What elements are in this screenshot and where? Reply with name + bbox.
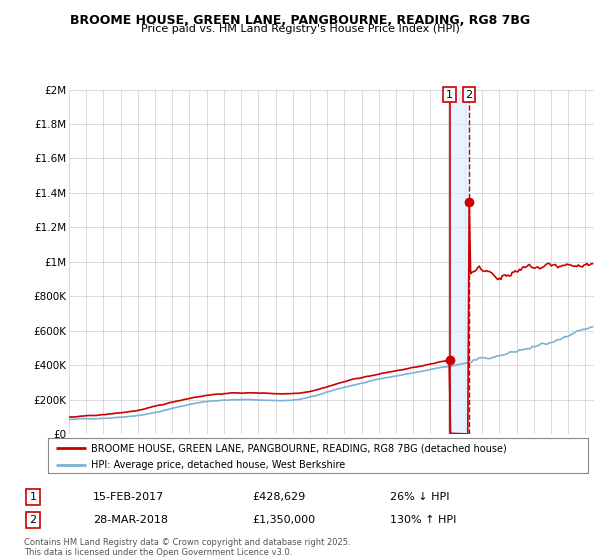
Text: HPI: Average price, detached house, West Berkshire: HPI: Average price, detached house, West…: [91, 460, 346, 469]
Text: £428,629: £428,629: [252, 492, 305, 502]
Text: Contains HM Land Registry data © Crown copyright and database right 2025.
This d: Contains HM Land Registry data © Crown c…: [24, 538, 350, 557]
Text: 2: 2: [29, 515, 37, 525]
Text: 15-FEB-2017: 15-FEB-2017: [93, 492, 164, 502]
Text: BROOME HOUSE, GREEN LANE, PANGBOURNE, READING, RG8 7BG: BROOME HOUSE, GREEN LANE, PANGBOURNE, RE…: [70, 14, 530, 27]
Text: 1: 1: [446, 90, 453, 100]
Text: 26% ↓ HPI: 26% ↓ HPI: [390, 492, 449, 502]
Text: 130% ↑ HPI: 130% ↑ HPI: [390, 515, 457, 525]
Text: 2: 2: [466, 90, 473, 100]
Bar: [450, 90, 469, 434]
Text: Price paid vs. HM Land Registry's House Price Index (HPI): Price paid vs. HM Land Registry's House …: [140, 24, 460, 34]
Text: 1: 1: [29, 492, 37, 502]
Text: BROOME HOUSE, GREEN LANE, PANGBOURNE, READING, RG8 7BG (detached house): BROOME HOUSE, GREEN LANE, PANGBOURNE, RE…: [91, 443, 507, 453]
Text: 28-MAR-2018: 28-MAR-2018: [93, 515, 168, 525]
Text: £1,350,000: £1,350,000: [252, 515, 315, 525]
